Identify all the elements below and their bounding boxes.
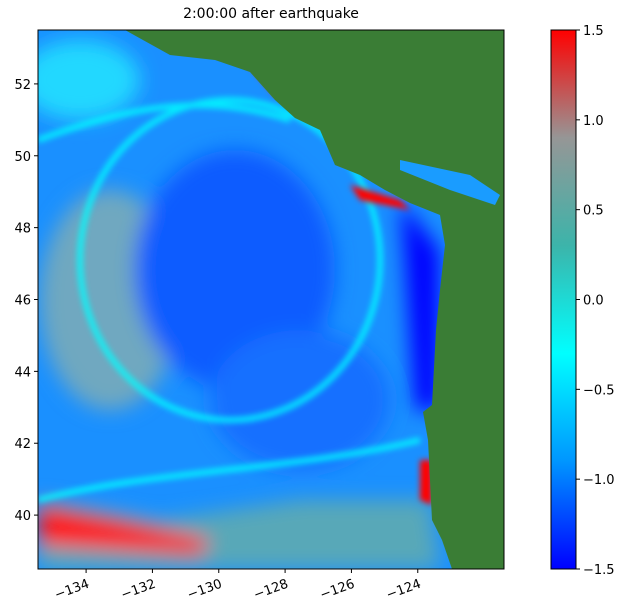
y-tick-label: 42: [14, 437, 31, 452]
x-tick-label: −134: [53, 577, 92, 603]
inlet: [400, 160, 500, 205]
y-tick-label: 48: [14, 222, 31, 237]
colorbar-tick-label: −1.0: [583, 473, 615, 488]
colorbar-tick-label: −1.5: [583, 563, 615, 578]
y-tick-label: 40: [14, 509, 31, 524]
colorbar-tick-label: 1.5: [583, 24, 604, 39]
x-tick-label: −132: [119, 577, 158, 603]
colorbar-tick-label: 0.0: [583, 294, 604, 309]
colorbar-tick-label: 1.0: [583, 114, 604, 129]
x-tick-label: −130: [185, 577, 224, 603]
y-tick-label: 52: [14, 78, 31, 93]
x-tick-label: −128: [252, 577, 291, 603]
chart-title: 2:00:00 after earthquake: [183, 6, 359, 22]
y-tick-label: 44: [14, 365, 31, 380]
y-tick-label: 50: [14, 150, 31, 165]
colorbar-tick-label: 0.5: [583, 204, 604, 219]
x-tick-label: −124: [384, 577, 423, 603]
colorbar-tick-label: −0.5: [583, 383, 615, 398]
y-tick-label: 46: [14, 294, 31, 309]
x-tick-label: −126: [318, 577, 357, 603]
colorbar: [550, 29, 577, 570]
